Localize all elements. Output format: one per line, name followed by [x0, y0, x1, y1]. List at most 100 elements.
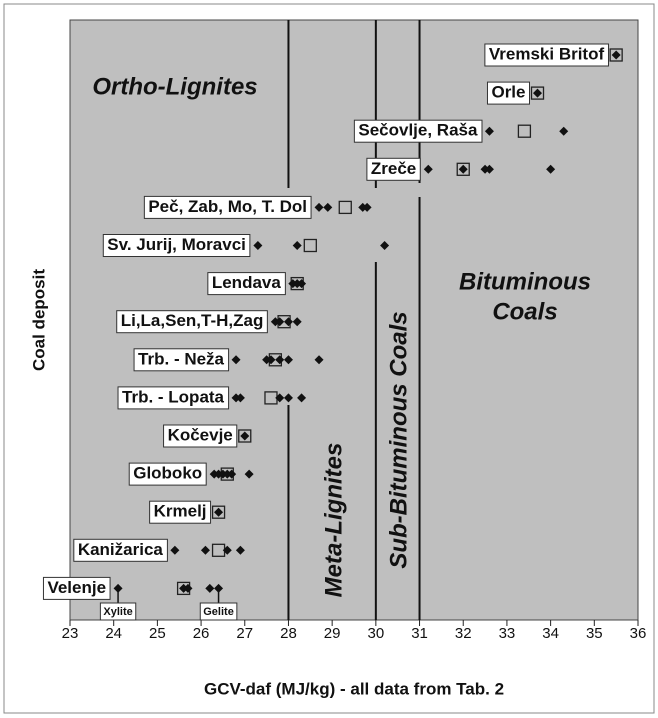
- data-point: [314, 202, 324, 212]
- label-box: [486, 81, 531, 105]
- data-point: [227, 469, 237, 479]
- x-tick-label: 31: [411, 625, 428, 642]
- category-label: Sv. Jurij, Moravci: [107, 235, 246, 254]
- x-tick-label: 33: [499, 625, 516, 642]
- annotation-label: Gelite: [203, 606, 234, 618]
- data-point: [314, 355, 324, 365]
- row-label: Lendava: [207, 272, 286, 296]
- row-label: Peč, Zab, Mo, T. Dol: [143, 195, 312, 219]
- row-label: Velenje: [42, 576, 111, 600]
- x-tick-label: 28: [280, 625, 297, 642]
- row-label: Krmelj: [149, 500, 212, 524]
- region-label: Coals: [492, 298, 557, 325]
- row-label: Trb. - Lopata: [117, 386, 230, 410]
- frame: [3, 3, 655, 714]
- data-point: [546, 164, 556, 174]
- x-tick-label: 29: [324, 625, 341, 642]
- category-label: Globoko: [133, 464, 202, 483]
- data-point: [266, 355, 276, 365]
- label-box: [117, 386, 230, 410]
- row-label: Sečovlje, Raša: [353, 119, 483, 143]
- label-box: [116, 310, 268, 334]
- data-point: [275, 393, 285, 403]
- row-label: Sv. Jurij, Moravci: [102, 234, 251, 257]
- category-label: Vremski Britof: [489, 44, 605, 63]
- row-label: Kanižarica: [73, 538, 168, 562]
- category-label: Trb. - Neža: [138, 349, 225, 368]
- y-axis-label: Coal deposit: [29, 269, 48, 371]
- category-label: Zreče: [371, 159, 416, 178]
- data-point: [559, 126, 569, 136]
- region-label: Bituminous: [459, 268, 591, 295]
- x-tick-label: 23: [62, 625, 79, 642]
- data-point: [214, 507, 224, 517]
- data-point: [292, 317, 302, 327]
- mean-marker: [517, 124, 532, 138]
- category-label: Kanižarica: [78, 540, 164, 559]
- region-label: Meta-Lignites: [320, 443, 347, 598]
- label-box: [143, 195, 312, 219]
- x-axis-label: GCV-daf (MJ/kg) - all data from Tab. 2: [204, 679, 504, 698]
- row-label: Globoko: [128, 462, 207, 486]
- mean-marker: [211, 505, 226, 519]
- data-point: [484, 126, 494, 136]
- category-label: Sečovlje, Raša: [358, 121, 478, 140]
- mean-marker: [456, 162, 470, 176]
- data-point: [235, 545, 245, 555]
- mean-marker: [609, 48, 623, 62]
- label-box: [484, 43, 609, 67]
- data-point: [275, 355, 285, 365]
- label-box: [149, 500, 212, 524]
- data-point: [362, 202, 372, 212]
- x-tick-label: 35: [586, 625, 603, 642]
- region-label: Sub-Bituminous Coals: [385, 311, 412, 568]
- x-tick-label: 24: [105, 625, 122, 642]
- x-tick-label: 25: [149, 625, 166, 642]
- label-box: [73, 538, 168, 562]
- data-point: [244, 469, 254, 479]
- data-point: [231, 355, 241, 365]
- row-label: Zreče: [366, 157, 421, 181]
- label-box: [133, 348, 230, 372]
- data-point: [297, 279, 307, 289]
- label-box: [366, 157, 421, 181]
- data-point: [380, 241, 390, 250]
- row-label: Li,La,Sen,T-H,Zag: [116, 310, 268, 334]
- annotation-box: [199, 602, 238, 621]
- category-label: Orle: [491, 83, 525, 102]
- mean-marker: [238, 429, 252, 443]
- data-point: [458, 164, 468, 174]
- annotation: Gelite: [199, 602, 238, 621]
- category-label: Krmelj: [154, 502, 207, 521]
- category-label: Kočevje: [168, 425, 233, 444]
- data-point: [283, 355, 293, 365]
- row-label: Kočevje: [163, 424, 238, 448]
- x-tick-label: 34: [542, 625, 559, 642]
- category-label: Lendava: [212, 273, 282, 292]
- label-box: [128, 462, 207, 486]
- data-point: [533, 88, 543, 98]
- data-point: [222, 545, 232, 555]
- mean-marker: [303, 238, 317, 253]
- data-point: [183, 583, 193, 593]
- category-label: Velenje: [47, 578, 106, 597]
- annotation-box: [99, 602, 137, 621]
- data-point: [611, 50, 621, 60]
- category-label: Li,La,Sen,T-H,Zag: [121, 311, 264, 330]
- label-box: [163, 424, 238, 448]
- data-point: [283, 393, 293, 403]
- data-point: [292, 241, 302, 250]
- x-tick-label: 32: [455, 625, 472, 642]
- region-label: Ortho-Lignites: [92, 73, 257, 100]
- row-label: Vremski Britof: [484, 43, 609, 67]
- label-box: [102, 234, 251, 257]
- data-point: [423, 164, 433, 174]
- data-point: [235, 393, 245, 403]
- x-tick-label: 30: [368, 625, 385, 642]
- label-box: [353, 119, 483, 143]
- data-point: [484, 164, 494, 174]
- mean-marker: [530, 86, 545, 100]
- data-point: [205, 583, 215, 593]
- data-point: [170, 545, 180, 555]
